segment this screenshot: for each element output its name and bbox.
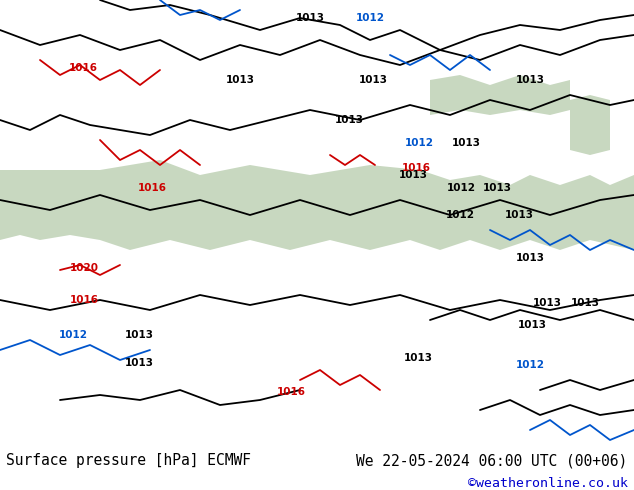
Text: 1012: 1012 [515,360,545,370]
Text: 1013: 1013 [482,183,512,193]
Text: 1013: 1013 [571,298,600,308]
Text: 1016: 1016 [401,163,430,173]
Text: Surface pressure [hPa] ECMWF: Surface pressure [hPa] ECMWF [6,453,251,468]
Text: 1016: 1016 [70,295,98,305]
Text: 1016: 1016 [276,387,306,397]
Text: ©weatheronline.co.uk: ©weatheronline.co.uk [468,477,628,490]
Text: 1013: 1013 [295,13,325,23]
Text: 1020: 1020 [70,263,98,273]
Text: 1016: 1016 [138,183,167,193]
Text: 1013: 1013 [399,170,427,180]
Text: 1016: 1016 [68,63,98,73]
Text: 1013: 1013 [335,115,363,125]
Polygon shape [570,95,610,155]
Text: 1012: 1012 [58,330,87,340]
Text: 1012: 1012 [446,210,474,220]
Text: We 22-05-2024 06:00 UTC (00+06): We 22-05-2024 06:00 UTC (00+06) [356,453,628,468]
Text: 1012: 1012 [446,183,476,193]
Text: 1013: 1013 [515,75,545,85]
Polygon shape [430,75,570,115]
Text: 1013: 1013 [451,138,481,148]
Text: 1013: 1013 [124,358,153,368]
Text: 1012: 1012 [404,138,434,148]
Text: 1013: 1013 [505,210,533,220]
Text: 1013: 1013 [124,330,153,340]
Text: 1012: 1012 [356,13,384,23]
Text: 1013: 1013 [226,75,254,85]
Text: 1013: 1013 [403,353,432,363]
Text: 1013: 1013 [517,320,547,330]
Text: 1013: 1013 [515,253,545,263]
Text: 1013: 1013 [358,75,387,85]
Polygon shape [0,160,634,250]
Text: 1013: 1013 [533,298,562,308]
